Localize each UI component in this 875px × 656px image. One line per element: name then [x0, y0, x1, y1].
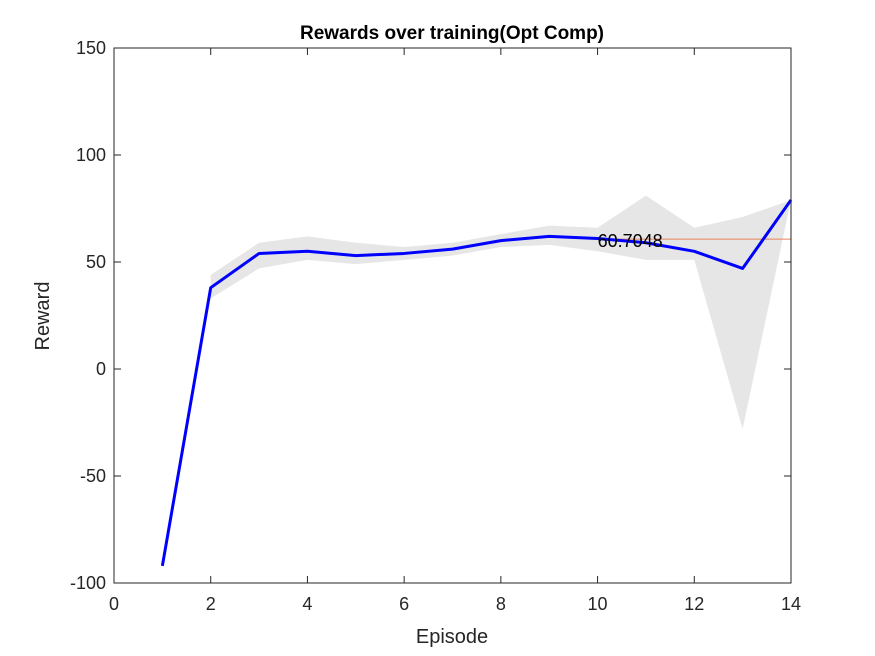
- confidence-band-layer: [210, 195, 791, 429]
- x-tick-label: 4: [302, 594, 312, 614]
- x-ticks: 0 2 4 6 8 10 12 14: [109, 48, 801, 614]
- y-axis-label: Reward: [32, 282, 54, 351]
- y-tick-label: -100: [70, 573, 106, 593]
- chart-title: Rewards over training(Opt Comp): [300, 23, 604, 44]
- x-tick-label: 2: [206, 594, 216, 614]
- x-tick-label: 12: [684, 594, 704, 614]
- x-tick-label: 10: [588, 594, 608, 614]
- plot-area: [114, 48, 791, 583]
- y-tick-label: -50: [80, 466, 106, 486]
- y-ticks: -100 -50 0 50 100 150: [70, 38, 791, 593]
- series-line: [160, 199, 793, 567]
- y-tick-label: 150: [76, 38, 106, 58]
- x-axis-label: Episode: [416, 626, 488, 648]
- x-tick-label: 6: [399, 594, 409, 614]
- series-line-layer: [160, 199, 793, 567]
- reference-value-label: 60.7048: [598, 231, 663, 251]
- confidence-band: [210, 195, 791, 429]
- y-tick-label: 50: [86, 252, 106, 272]
- y-tick-label: 100: [76, 145, 106, 165]
- axes-frame: [113, 47, 792, 584]
- y-tick-label: 0: [96, 359, 106, 379]
- x-tick-label: 0: [109, 594, 119, 614]
- x-tick-label: 8: [496, 594, 506, 614]
- x-tick-label: 14: [781, 594, 801, 614]
